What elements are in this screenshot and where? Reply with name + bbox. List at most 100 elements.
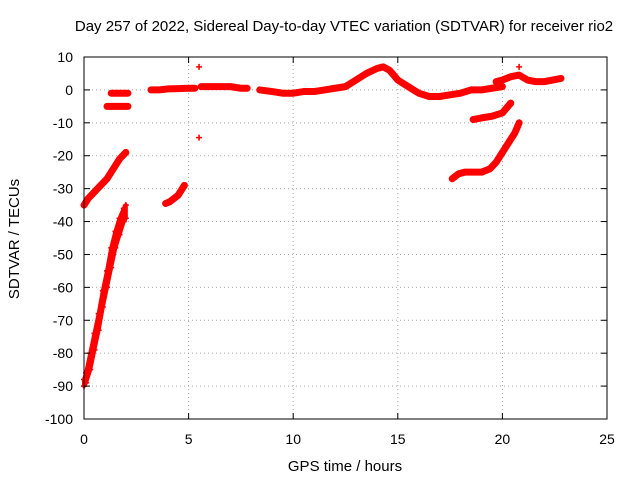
data-point xyxy=(104,267,111,274)
data-point xyxy=(227,83,234,90)
y-tick-label: -50 xyxy=(53,246,73,262)
plot-frame xyxy=(83,56,608,420)
y-tick-label: -70 xyxy=(53,312,73,328)
data-points xyxy=(80,63,565,390)
y-tick-label: -90 xyxy=(53,378,73,394)
data-point xyxy=(175,85,182,92)
data-point xyxy=(91,188,98,195)
series-arc-2-band xyxy=(81,202,129,390)
data-point xyxy=(269,88,276,95)
data-point xyxy=(486,165,493,172)
data-point xyxy=(124,90,131,97)
y-tick-label: -60 xyxy=(53,279,73,295)
series-arc-4 xyxy=(107,89,132,97)
x-axis-ticks: 0 5 10 15 20 25 xyxy=(80,57,615,447)
data-point xyxy=(112,244,119,251)
y-tick-label: 10 xyxy=(57,49,73,65)
x-axis-label: GPS time / hours xyxy=(288,458,402,475)
x-tick-label: 15 xyxy=(390,431,406,447)
y-tick-label: 0 xyxy=(65,82,73,98)
data-point xyxy=(499,149,506,156)
y-tick-label: -20 xyxy=(53,148,73,164)
data-point xyxy=(162,200,169,207)
data-point xyxy=(87,366,94,373)
series-trace xyxy=(448,119,523,183)
data-point xyxy=(166,198,173,205)
data-point xyxy=(488,85,495,92)
data-point xyxy=(198,83,205,90)
data-point xyxy=(244,85,251,92)
data-point xyxy=(95,310,102,317)
data-point xyxy=(524,77,531,84)
data-point xyxy=(170,195,177,202)
y-tick-label: -30 xyxy=(53,181,73,197)
series-arc-5 xyxy=(162,181,188,207)
data-point xyxy=(97,182,104,189)
data-point xyxy=(185,85,192,92)
data-point xyxy=(470,116,477,123)
data-point xyxy=(352,77,359,84)
data-point xyxy=(216,83,223,90)
data-point xyxy=(256,86,263,93)
data-point xyxy=(85,195,92,202)
data-point xyxy=(505,139,512,146)
data-point xyxy=(449,175,456,182)
y-tick-label: -40 xyxy=(53,214,73,230)
data-point xyxy=(156,86,163,93)
series-arc-8 xyxy=(256,63,506,100)
data-point xyxy=(499,77,506,84)
data-point xyxy=(478,86,485,93)
series-arc-10 xyxy=(469,99,515,124)
data-point xyxy=(363,70,370,77)
data-point xyxy=(516,119,523,126)
data-point xyxy=(493,78,500,85)
data-point xyxy=(120,205,127,212)
data-point xyxy=(99,304,106,311)
data-point xyxy=(493,159,500,166)
series-arc-11 xyxy=(492,71,565,86)
data-point xyxy=(104,284,111,291)
data-point xyxy=(196,63,203,70)
y-tick-label: -100 xyxy=(45,411,73,427)
data-point xyxy=(549,77,556,84)
data-point xyxy=(124,103,131,110)
x-tick-label: 10 xyxy=(285,431,301,447)
data-point xyxy=(342,83,349,90)
chart-title: Day 257 of 2022, Sidereal Day-to-day VTE… xyxy=(75,18,613,35)
y-axis-ticks: 10 0 -10 -20 -30 -40 -50 -60 -70 -80 -90 -100 xyxy=(45,49,607,427)
data-point xyxy=(300,88,307,95)
data-point xyxy=(311,88,318,95)
x-tick-label: 0 xyxy=(80,431,88,447)
data-point xyxy=(457,90,464,97)
x-tick-label: 20 xyxy=(495,431,511,447)
data-point xyxy=(541,78,548,85)
data-point xyxy=(405,83,412,90)
data-point xyxy=(478,169,485,176)
data-point xyxy=(120,218,127,225)
data-point xyxy=(332,85,339,92)
data-point xyxy=(91,346,98,353)
data-point xyxy=(436,93,443,100)
y-tick-label: -10 xyxy=(53,115,73,131)
data-point xyxy=(116,215,123,222)
data-point xyxy=(164,85,171,92)
series-trace xyxy=(80,148,130,209)
data-point xyxy=(116,156,123,163)
data-point xyxy=(488,113,495,120)
data-point xyxy=(110,165,117,172)
data-point xyxy=(415,90,422,97)
x-tick-label: 25 xyxy=(599,431,615,447)
data-point xyxy=(99,287,106,294)
data-point xyxy=(175,192,182,199)
data-point xyxy=(122,215,129,222)
data-point xyxy=(426,93,433,100)
series-outliers xyxy=(196,63,523,141)
data-point xyxy=(122,149,129,156)
data-point xyxy=(122,202,129,209)
data-point xyxy=(104,175,111,182)
grid-lines xyxy=(84,57,607,419)
data-point xyxy=(191,85,198,92)
data-point xyxy=(237,85,244,92)
data-point xyxy=(507,100,514,107)
